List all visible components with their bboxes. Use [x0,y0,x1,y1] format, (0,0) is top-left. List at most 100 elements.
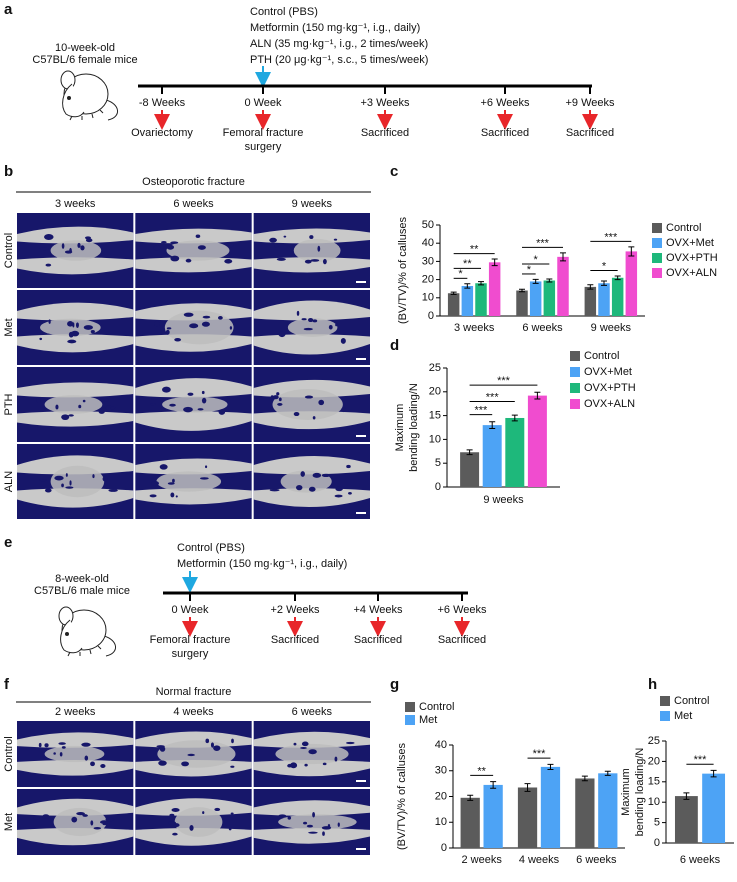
legend-label: OVX+ALN [666,267,717,279]
pore [104,398,109,402]
y-tick-label: 0 [435,481,441,493]
pore [317,245,321,252]
pore [205,465,208,469]
y-tick-label: 50 [422,219,434,231]
significance-label: ** [477,765,486,777]
bar [540,766,561,848]
event: surgery [172,648,209,660]
pore [333,238,338,241]
pore [300,471,305,477]
pore [310,259,320,262]
legend-label: Control [674,695,709,707]
legend-swatch [660,696,670,706]
panel-label: g [390,676,399,693]
y-tick-label: 0 [654,837,660,849]
callus [278,814,357,830]
pore [172,478,175,483]
pore [44,743,49,748]
pore [229,326,233,330]
error-bar [710,769,717,778]
pore [205,738,210,744]
timepoint: +3 Weeks [360,97,410,109]
bar [702,773,726,843]
error-bar [491,258,498,267]
treatment: Metformin (150 mg·kg⁻¹, i.g., daily) [250,22,420,34]
pore [307,317,314,323]
bar [461,285,474,316]
error-bar [519,288,525,293]
mouse-label: C57BL/6 male mice [34,585,130,597]
legend-swatch [405,702,415,712]
pore [151,481,160,486]
bone-cortex [135,257,252,273]
y-tick-label: 20 [435,790,447,802]
bone-cortex [253,731,370,748]
error-bar [546,278,553,283]
treatment: PTH (20 μg·kg⁻¹, s.c., 5 times/week) [250,54,428,66]
error-bar [628,246,635,257]
pore [42,814,50,820]
pore [218,409,226,415]
pore [169,403,176,407]
y-axis-label: Maximum [620,768,632,816]
callus [293,238,341,263]
pore [70,330,80,337]
pore [67,321,74,327]
pore [167,482,175,485]
legend-label: OVX+PTH [666,252,718,264]
pore [81,742,91,747]
pore [83,325,93,330]
pore [303,821,308,825]
error-bar [534,391,541,400]
y-tick-label: 20 [422,274,434,286]
y-tick-label: 15 [648,776,660,788]
pore [269,488,280,492]
callus [157,740,236,768]
pore [183,406,193,413]
y-tick-label: 10 [435,816,447,828]
event: Sacrificed [354,634,402,646]
pore [33,816,40,820]
column-label: 4 weeks [173,706,214,718]
bar [483,784,503,848]
pore [201,321,210,327]
pore [189,824,194,831]
callus [44,745,105,763]
event: Sacrificed [481,127,529,139]
pore [90,820,94,826]
bone-cortex [253,759,370,777]
pore [93,826,102,830]
mouse-tail [105,99,118,121]
y-axis-label: Maximum [394,404,406,452]
pore [76,812,85,816]
legend-label: OVX+Met [666,237,714,249]
event: Sacrificed [271,634,319,646]
timepoint: +4 Weeks [353,604,403,616]
error-bar [601,280,607,286]
pore [152,245,161,251]
pore [318,399,325,406]
treatment: ALN (35 mg·kg⁻¹, i.g., 2 times/week) [250,38,428,50]
bone-cortex [253,257,370,273]
significance-label: * [527,264,532,276]
significance-label: ** [463,258,472,270]
legend-swatch [570,383,580,393]
error-bar [464,283,471,289]
bone-cortex [135,458,252,475]
pore [283,235,287,238]
bone-cortex [253,334,370,355]
bone-cortex [253,411,370,430]
significance-label: *** [536,237,550,249]
pore [346,464,351,469]
legend-label: Control [584,350,619,362]
pore [287,816,292,820]
callus [50,240,102,261]
pore [200,477,209,480]
bone-cortex [135,731,252,748]
significance-label: *** [694,754,708,766]
event: Ovariectomy [131,127,193,139]
pore [230,765,235,768]
pore [231,738,234,744]
bar [598,283,610,316]
treatment: Control (PBS) [250,6,318,18]
